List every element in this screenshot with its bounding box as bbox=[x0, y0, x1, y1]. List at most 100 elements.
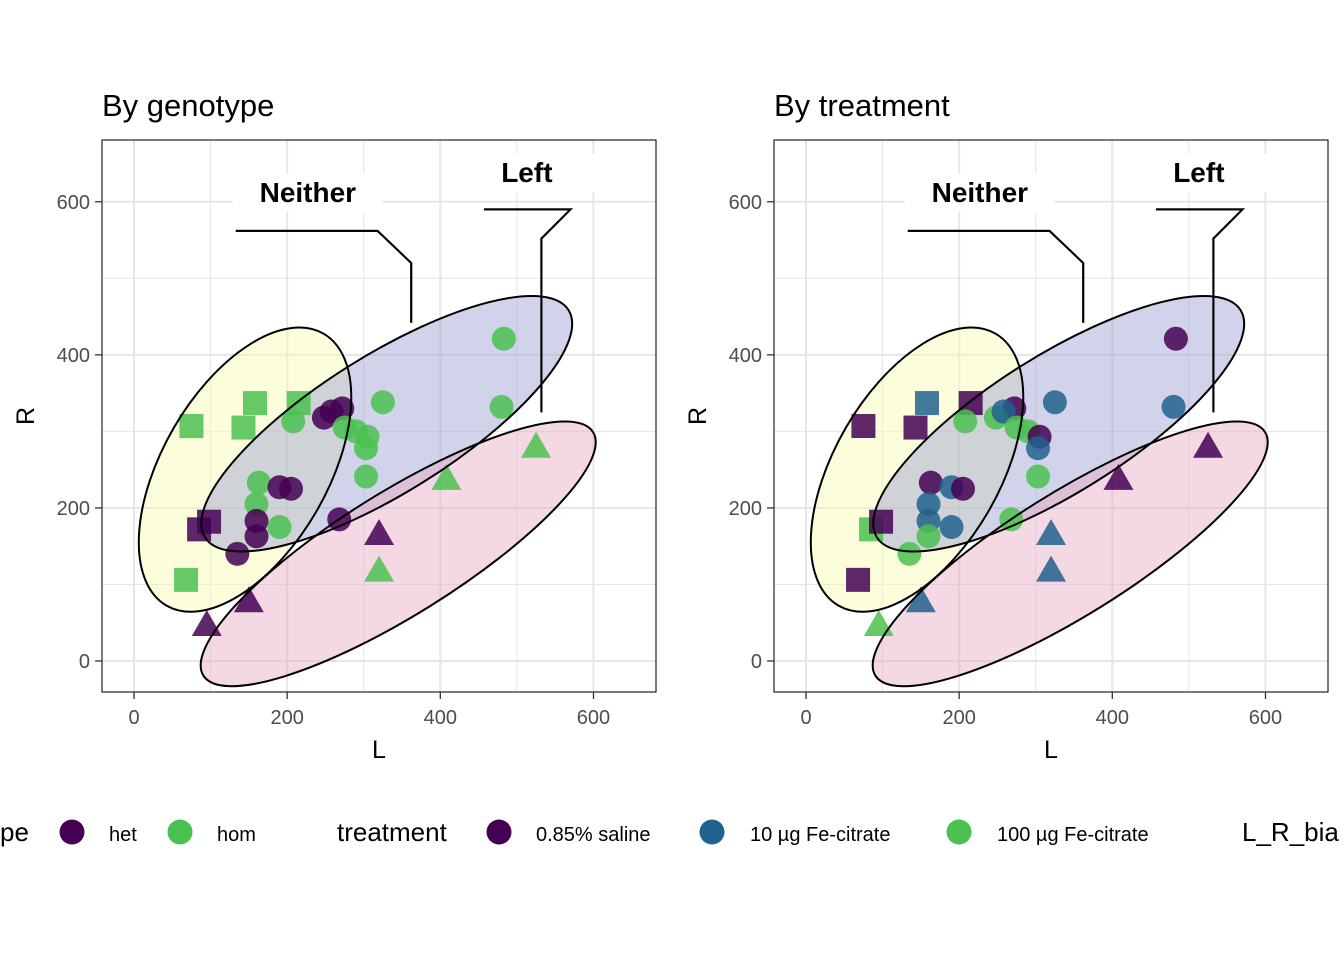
ellipse-left-fill bbox=[200, 421, 596, 687]
data-point-triangle bbox=[364, 555, 395, 582]
data-point-circle bbox=[489, 394, 514, 419]
ellipse-right-outline bbox=[809, 326, 1025, 613]
data-point-triangle bbox=[431, 463, 462, 490]
x-tick-label: 400 bbox=[1096, 707, 1129, 729]
x-axis-label: L bbox=[1044, 736, 1058, 764]
ellipse-right-outline bbox=[137, 326, 353, 613]
y-axis-label: R bbox=[12, 407, 40, 425]
x-tick-label: 0 bbox=[128, 707, 139, 729]
x-tick-label: 600 bbox=[577, 707, 610, 729]
panel-border bbox=[101, 139, 657, 693]
legend-key-fe10 bbox=[699, 819, 725, 845]
data-point-circle bbox=[950, 476, 975, 501]
data-point-circle bbox=[319, 399, 344, 424]
y-tick-label: 200 bbox=[57, 498, 90, 520]
y-tick-label: 400 bbox=[729, 345, 762, 367]
panel-genotype: By genotype Neither Left 0 200 400 600 0 200 400 6… bbox=[12, 88, 657, 764]
data-point-triangle bbox=[863, 610, 894, 637]
legend-label-saline: 0.85% saline bbox=[536, 824, 651, 846]
annotation-label-neither: Neither bbox=[932, 177, 1029, 208]
y-tick-label: 0 bbox=[751, 651, 762, 673]
legend-key-hom bbox=[167, 819, 193, 845]
data-point-circle bbox=[244, 492, 269, 517]
panel-title: By genotype bbox=[102, 88, 274, 123]
annotation-line-overlay bbox=[907, 229, 1085, 323]
y-tick-label: 600 bbox=[57, 192, 90, 214]
ellipse-left-outline bbox=[871, 420, 1269, 688]
x-tick-label: 0 bbox=[800, 707, 811, 729]
ellipse-neither-outline bbox=[872, 294, 1246, 553]
legend-label-het: het bbox=[109, 824, 137, 846]
data-point-square bbox=[846, 567, 871, 592]
legend-title-bias: L_R_bia bbox=[1242, 817, 1339, 847]
legend-key-saline bbox=[486, 819, 512, 845]
ellipse-left-fill bbox=[872, 421, 1268, 687]
annotation-label-bg bbox=[232, 173, 383, 212]
data-point-circle bbox=[916, 524, 941, 549]
data-point-triangle bbox=[364, 518, 395, 545]
data-point-circle bbox=[1163, 326, 1188, 351]
data-point-triangle bbox=[233, 586, 264, 613]
data-point-circle bbox=[939, 515, 964, 540]
data-point-circle bbox=[267, 515, 292, 540]
annotation-label-left: Left bbox=[1173, 157, 1224, 188]
annotation-label-neither: Neither bbox=[260, 177, 357, 208]
ellipse-neither-outline bbox=[200, 294, 574, 553]
y-tick-label: 200 bbox=[729, 498, 762, 520]
x-tick-label: 200 bbox=[942, 707, 975, 729]
legend: pe het hom treatment 0.85% saline 10 µg Fe-ci… bbox=[0, 817, 1339, 847]
data-point-square bbox=[174, 567, 199, 592]
data-point-square bbox=[851, 414, 876, 439]
data-point-circle bbox=[916, 492, 941, 517]
legend-title-treatment: treatment bbox=[337, 817, 448, 847]
annotation-label-bg bbox=[451, 153, 602, 192]
data-point-triangle bbox=[1103, 463, 1134, 490]
data-point-square bbox=[242, 391, 267, 416]
legend-title-genotype: pe bbox=[0, 817, 29, 847]
data-point-circle bbox=[244, 524, 269, 549]
legend-key-het bbox=[59, 819, 85, 845]
data-point-circle bbox=[281, 409, 306, 434]
data-point-circle bbox=[491, 326, 516, 351]
panel-title: By treatment bbox=[774, 88, 950, 123]
x-tick-label: 200 bbox=[270, 707, 303, 729]
data-point-triangle bbox=[1193, 431, 1224, 458]
data-point-circle bbox=[354, 436, 379, 461]
plot-content: Neither Left bbox=[137, 153, 602, 688]
annotation-line-overlay bbox=[483, 208, 573, 413]
y-tick-label: 400 bbox=[57, 345, 90, 367]
data-point-triangle bbox=[1036, 555, 1067, 582]
data-point-circle bbox=[897, 541, 922, 566]
annotation-label-bg bbox=[904, 173, 1055, 212]
plot-content: Neither Left bbox=[809, 153, 1274, 688]
data-point-circle bbox=[918, 470, 943, 495]
data-point-square bbox=[903, 415, 928, 440]
data-point-square bbox=[179, 414, 204, 439]
ellipse-left-outline bbox=[199, 420, 597, 688]
data-point-triangle bbox=[1036, 518, 1067, 545]
data-point-square bbox=[231, 415, 256, 440]
data-point-circle bbox=[991, 399, 1016, 424]
data-point-circle bbox=[1026, 436, 1051, 461]
data-point-square bbox=[914, 391, 939, 416]
panel-border bbox=[773, 139, 1329, 693]
x-tick-label: 600 bbox=[1249, 707, 1282, 729]
data-point-circle bbox=[246, 470, 271, 495]
data-point-triangle bbox=[521, 431, 552, 458]
data-point-circle bbox=[354, 464, 379, 489]
data-point-circle bbox=[278, 476, 303, 501]
y-axis-label: R bbox=[684, 407, 712, 425]
legend-label-hom: hom bbox=[217, 824, 256, 846]
legend-label-fe100: 100 µg Fe-citrate bbox=[997, 824, 1149, 846]
data-point-triangle bbox=[191, 610, 222, 637]
legend-key-fe100 bbox=[946, 819, 972, 845]
data-point-circle bbox=[1161, 394, 1186, 419]
panel-treatment: By treatment Neither Left 0 200 400 600 0 200 400… bbox=[684, 88, 1329, 764]
data-point-circle bbox=[953, 409, 978, 434]
annotation-line-overlay bbox=[1155, 208, 1245, 413]
y-tick-label: 0 bbox=[79, 651, 90, 673]
y-tick-label: 600 bbox=[729, 192, 762, 214]
data-point-circle bbox=[370, 390, 395, 415]
data-point-triangle bbox=[905, 586, 936, 613]
